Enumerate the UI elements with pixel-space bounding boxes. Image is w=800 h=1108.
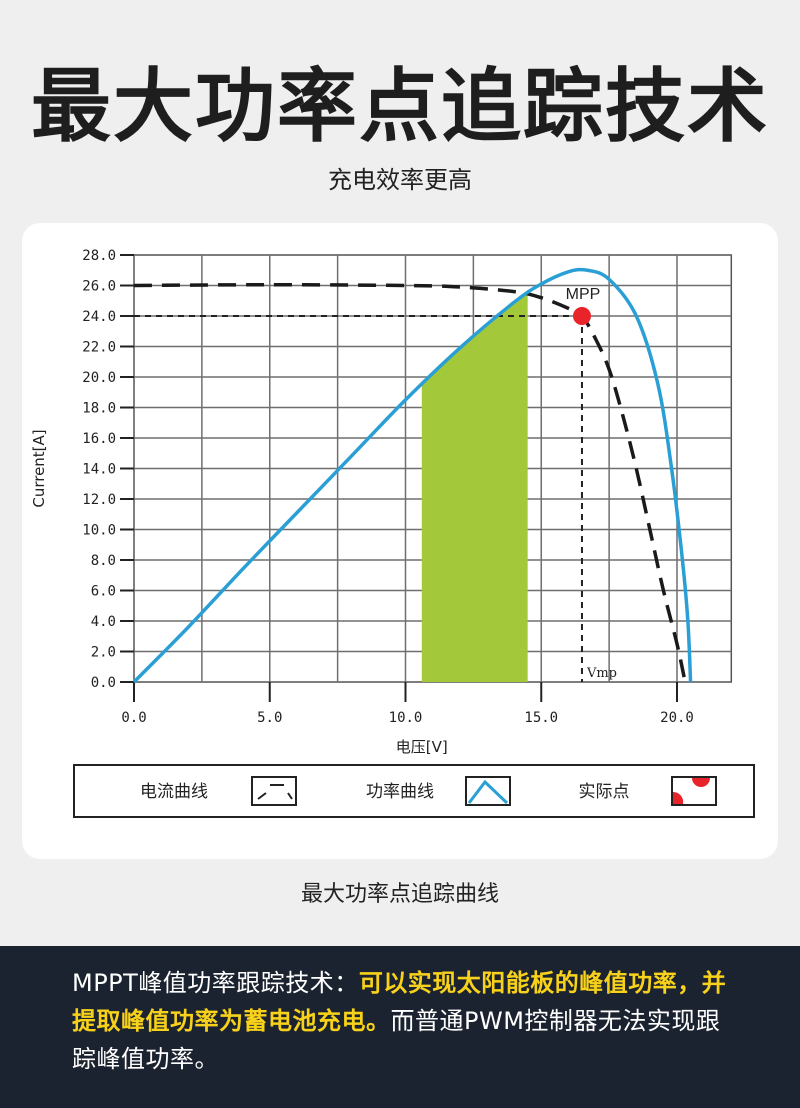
- y-tick-label: 22.0: [82, 340, 116, 356]
- footer-text: MPPT峰值功率跟踪技术：可以实现太阳能板的峰值功率，并提取峰值功率为蓄电池充电…: [72, 964, 732, 1078]
- page-title: 最大功率点追踪技术: [31, 60, 769, 153]
- legend-icon-frame: [465, 776, 511, 806]
- mpp-point: [572, 307, 591, 325]
- y-tick-label: 18.0: [82, 401, 116, 417]
- vmp-label: Vmp: [586, 666, 617, 681]
- footer-panel: MPPT峰值功率跟踪技术：可以实现太阳能板的峰值功率，并提取峰值功率为蓄电池充电…: [0, 946, 800, 1108]
- power-curve: [132, 267, 693, 684]
- x-axis-label: 电压[V]: [396, 738, 448, 756]
- x-tick-label: 20.0: [660, 710, 694, 726]
- legend-label-power: 功率曲线: [366, 782, 434, 802]
- footer-text-part2: 而普通PWM控制器无法实现跟踪峰值功率。: [72, 1007, 721, 1073]
- y-tick-label: 4.0: [91, 614, 116, 630]
- legend-icon-frame: [251, 776, 297, 806]
- footer-text-part1: MPPT峰值功率跟踪技术：: [72, 969, 359, 997]
- y-tick-label: 0.0: [91, 675, 116, 691]
- y-tick-label: 26.0: [82, 279, 116, 295]
- y-tick-label: 12.0: [82, 492, 116, 508]
- legend-icon-dot: [692, 778, 710, 787]
- mppt-chart: 0.0 2.0 4.0 6.0 8.0 10.0 12.0 14.0 16.0 18.0 20.0 2…: [30, 248, 755, 818]
- legend-icon-curve: [467, 779, 509, 805]
- y-axis-label: Current[A]: [30, 429, 48, 507]
- y-tick-label: 20.0: [82, 370, 116, 386]
- x-tick-label: 15.0: [524, 710, 558, 726]
- x-tick-label: 5.0: [257, 710, 282, 726]
- footer-text-highlight: 可以实现太阳能板的峰值功率，并提取峰值功率为蓄电池充电。: [72, 969, 727, 1035]
- legend-power-icon: [465, 776, 511, 806]
- chart-caption: 最大功率点追踪曲线: [300, 882, 499, 907]
- x-tick-label: 10.0: [389, 710, 423, 726]
- legend-label-current: 电流曲线: [140, 782, 208, 802]
- x-tick-label: 0.0: [121, 710, 146, 726]
- legend-box: [73, 764, 755, 818]
- y-tick-label: 14.0: [82, 462, 116, 478]
- mpp-label: MPP: [566, 286, 601, 303]
- highlight-area: [421, 293, 528, 682]
- y-tick-label: 24.0: [82, 309, 116, 325]
- legend-icon-dot: [673, 791, 684, 804]
- y-tick-label: 10.0: [82, 523, 116, 539]
- legend-current-icon: [251, 776, 297, 806]
- y-tick-label: 2.0: [91, 645, 116, 661]
- y-tick-label: 16.0: [82, 431, 116, 447]
- legend-icon-curve: [257, 784, 293, 800]
- y-tick-label: 8.0: [91, 553, 116, 569]
- y-tick-label: 28.0: [82, 248, 116, 264]
- legend-point-icon: [671, 776, 717, 806]
- legend-label-actual: 实际点: [579, 782, 630, 802]
- chart-card: 0.0 2.0 4.0 6.0 8.0 10.0 12.0 14.0 16.0 18.0 20.0 2…: [22, 223, 778, 859]
- page-subtitle: 充电效率更高: [328, 166, 472, 194]
- legend: 电流曲线 功率曲线 实际点: [73, 764, 755, 818]
- y-tick-label: 6.0: [91, 584, 116, 600]
